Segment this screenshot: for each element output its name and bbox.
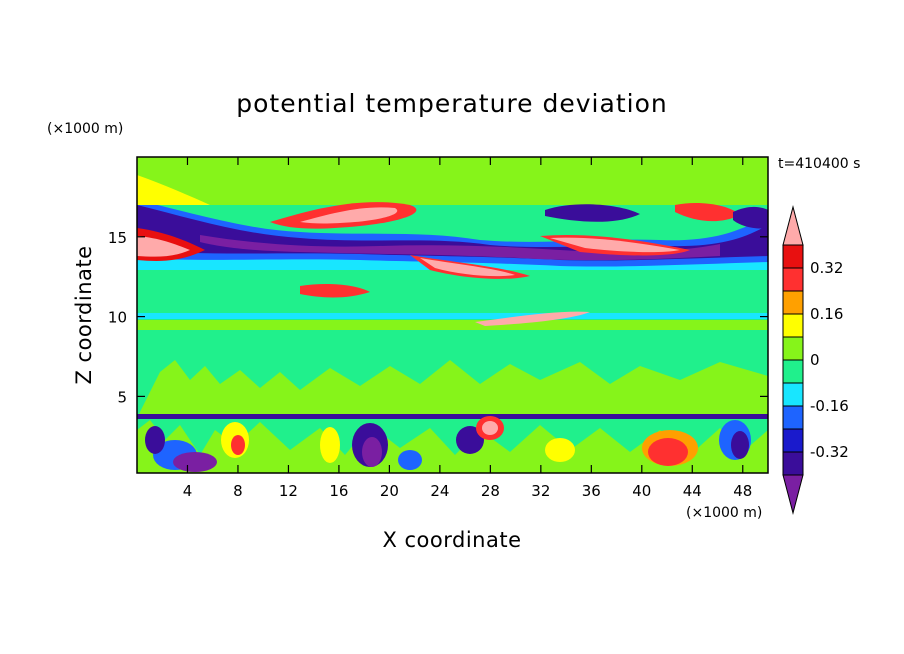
field-bl-navy-4: [731, 431, 749, 459]
field-bl-yellow-5: [545, 438, 575, 462]
field-bl-red-1: [231, 435, 245, 455]
field-purple-core: [200, 235, 720, 261]
field-navy-corner: [733, 206, 768, 229]
field-red-blob-right: [675, 203, 740, 222]
colorbar-box: [782, 290, 804, 315]
field-bl-pink-2: [482, 421, 498, 435]
x-tick-label: 8: [233, 482, 243, 500]
x-unit-label: (×1000 m): [686, 505, 762, 521]
field-inversion-line: [137, 414, 768, 419]
x-tick-label: 48: [733, 482, 752, 500]
field-bl-navy-3: [456, 426, 484, 454]
x-axis-ticks: 4 8 12 16 20 24 28 32 36 40 44 48: [183, 157, 752, 500]
field-pink-mid: [420, 258, 515, 277]
colorbar-label: -0.16: [810, 397, 849, 415]
x-tick-label: 4: [183, 482, 193, 500]
field-bl-yellow-2: [320, 427, 340, 463]
y-tick-label: 10: [108, 309, 127, 327]
field-bl-blue-5: [398, 450, 422, 470]
colorbar-bottom-triangle: [782, 474, 804, 515]
field-pink-thin: [475, 311, 590, 326]
y-tick-label: 5: [117, 388, 127, 406]
y-tick-label: 15: [108, 229, 127, 247]
plot-frame: [136, 156, 769, 474]
y-unit-label: (×1000 m): [47, 121, 123, 137]
colorbar-box: [782, 359, 804, 384]
field-pink-upper: [300, 207, 398, 224]
colorbar-top-triangle: [782, 205, 804, 246]
colorbar-box: [782, 244, 804, 269]
colorbar-label: -0.32: [810, 443, 849, 461]
field-area: [137, 157, 768, 473]
field-bl-purple-2: [362, 437, 382, 467]
x-axis-title: X coordinate: [382, 528, 521, 552]
field-pink-left: [137, 236, 190, 257]
colorbar-box: [782, 428, 804, 453]
colorbar-box: [782, 313, 804, 338]
x-tick-label: 28: [481, 482, 500, 500]
x-tick-label: 36: [582, 482, 601, 500]
chart-title: potential temperature deviation: [236, 89, 667, 118]
x-tick-label: 44: [683, 482, 702, 500]
x-tick-label: 12: [279, 482, 298, 500]
colorbar: 0.32 0.16 0 -0.16 -0.32: [782, 205, 849, 515]
field-streaks: [137, 360, 768, 418]
field-bl-navy-1: [145, 426, 165, 454]
x-tick-label: 20: [380, 482, 399, 500]
y-axis-title: Z coordinate: [72, 245, 96, 384]
field-band-cyan: [137, 313, 768, 319]
colorbar-label: 0.32: [810, 259, 843, 277]
x-tick-label: 40: [632, 482, 651, 500]
colorbar-box: [782, 382, 804, 407]
field-red-small: [300, 284, 370, 298]
colorbar-label: 0: [810, 351, 820, 369]
field-bl-purple-1: [173, 452, 217, 472]
x-tick-label: 24: [430, 482, 449, 500]
x-tick-label: 16: [329, 482, 348, 500]
x-tick-label: 32: [531, 482, 550, 500]
field-navy-blob: [545, 204, 640, 222]
field-bl-red-3: [648, 438, 688, 466]
field-pink-right: [550, 237, 680, 253]
y-axis-ticks: 5 10 15: [108, 229, 768, 406]
colorbar-box: [782, 405, 804, 430]
colorbar-box: [782, 267, 804, 292]
colorbar-label: 0.16: [810, 305, 843, 323]
colorbar-box: [782, 451, 804, 476]
field-bl-lightgreen: [137, 420, 768, 473]
colorbar-box: [782, 336, 804, 361]
time-label: t=410400 s: [778, 156, 860, 172]
field-yellow-corner: [137, 175, 210, 205]
